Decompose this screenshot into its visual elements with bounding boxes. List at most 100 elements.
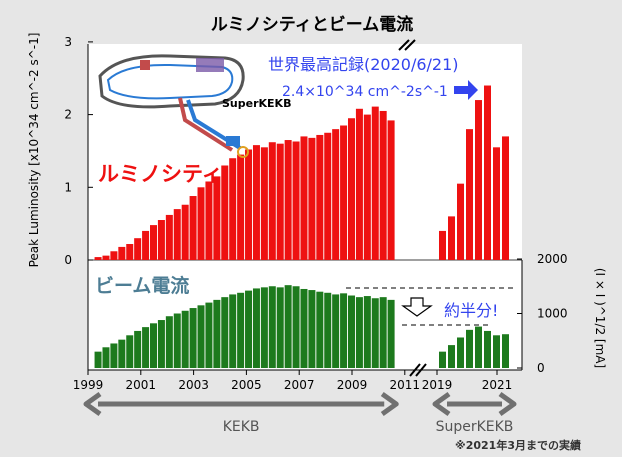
luminosity-bar-40 bbox=[457, 183, 464, 260]
luminosity-bar-9 bbox=[165, 214, 173, 260]
luminosity-bar-17 bbox=[229, 158, 237, 260]
current-bar-42 bbox=[475, 326, 482, 368]
luminosity-bar-7 bbox=[150, 225, 157, 260]
right-axis-title: (I × I )^1/2 [mA] bbox=[593, 268, 607, 368]
left-tick-label-0: 0 bbox=[64, 253, 72, 267]
luminosity-bar-8 bbox=[157, 220, 165, 260]
luminosity-bar-39 bbox=[448, 216, 455, 260]
luminosity-bar-23 bbox=[276, 143, 284, 260]
luminosity-bar-16 bbox=[221, 165, 229, 260]
luminosity-bar-21 bbox=[260, 147, 268, 260]
accelerator-illustration bbox=[98, 54, 249, 158]
x-tick-label-1: 2001 bbox=[126, 378, 157, 392]
luminosity-bar-25 bbox=[292, 141, 300, 260]
luminosity-series bbox=[94, 85, 509, 261]
axis-break-bottom bbox=[409, 363, 427, 377]
luminosity-bar-29 bbox=[324, 132, 332, 260]
current-bar-27 bbox=[308, 290, 316, 368]
luminosity-bar-41 bbox=[466, 129, 473, 260]
luminosity-bar-4 bbox=[126, 244, 134, 260]
range-arrow-superkekb: SuperKEKB bbox=[432, 391, 517, 435]
luminosity-bar-35 bbox=[371, 106, 379, 260]
luminosity-bar-19 bbox=[245, 149, 253, 260]
luminosity-bar-20 bbox=[252, 145, 260, 260]
range-arrow-kekb: KEKB bbox=[83, 391, 399, 435]
luminosity-bar-6 bbox=[142, 230, 150, 260]
current-bar-32 bbox=[348, 295, 355, 368]
current-bar-2 bbox=[110, 343, 118, 368]
period-ranges: KEKB SuperKEKB bbox=[83, 391, 517, 435]
right-tick-label-2: 2000 bbox=[537, 252, 568, 266]
current-bar-23 bbox=[276, 287, 284, 368]
left-axis-title: Peak Luminosity [x10^34 cm^-2 s^-1] bbox=[27, 33, 41, 268]
current-bar-40 bbox=[457, 337, 464, 368]
range-label-1: SuperKEKB bbox=[436, 419, 514, 435]
luminosity-bar-18 bbox=[237, 154, 245, 260]
luminosity-bar-10 bbox=[173, 209, 181, 260]
down-arrow-icon bbox=[401, 297, 433, 317]
x-tick-label-0: 1999 bbox=[73, 378, 104, 392]
current-series bbox=[94, 285, 509, 368]
current-bar-29 bbox=[324, 292, 332, 368]
current-bar-18 bbox=[237, 292, 245, 368]
current-bar-24 bbox=[284, 285, 292, 368]
luminosity-bar-42 bbox=[475, 100, 482, 260]
x-tick-label-6: 2011 bbox=[390, 378, 421, 392]
luminosity-bar-38 bbox=[439, 230, 446, 260]
right-tick-labels: 0 1000 2000 bbox=[517, 252, 568, 375]
luminosity-bar-43 bbox=[484, 85, 491, 261]
current-bar-26 bbox=[300, 288, 308, 368]
left-tick-labels: 0 1 2 3 bbox=[64, 35, 93, 267]
current-bar-15 bbox=[213, 299, 221, 368]
current-bar-13 bbox=[197, 305, 205, 368]
current-bar-4 bbox=[126, 335, 134, 368]
current-bar-28 bbox=[316, 291, 324, 368]
current-bar-10 bbox=[173, 313, 181, 368]
luminosity-bar-15 bbox=[213, 176, 221, 260]
axis-break-top bbox=[398, 39, 416, 51]
current-bar-25 bbox=[292, 286, 300, 368]
luminosity-bar-12 bbox=[189, 196, 197, 260]
half-note: 約半分! bbox=[444, 301, 498, 320]
current-bar-11 bbox=[181, 310, 189, 368]
current-bar-37 bbox=[387, 299, 395, 368]
x-tick-label-8: 2021 bbox=[482, 378, 513, 392]
current-bar-45 bbox=[502, 334, 509, 368]
superkekb-illustration-label: SuperKEKB bbox=[222, 97, 291, 110]
luminosity-bar-27 bbox=[308, 137, 316, 260]
current-bar-12 bbox=[189, 308, 197, 368]
current-bar-43 bbox=[484, 330, 491, 368]
chart-title: ルミノシティとビーム電流 bbox=[211, 14, 413, 35]
footnote: ※2021年3月までの実績 bbox=[455, 438, 581, 452]
x-tick-label-2: 2003 bbox=[178, 378, 209, 392]
current-bar-3 bbox=[118, 339, 126, 368]
range-label-0: KEKB bbox=[223, 419, 260, 435]
current-bar-39 bbox=[448, 345, 455, 368]
luminosity-series-label: ルミノシティ bbox=[98, 162, 223, 186]
current-bar-34 bbox=[363, 296, 371, 368]
current-bar-33 bbox=[355, 297, 363, 368]
current-bar-21 bbox=[260, 287, 268, 368]
current-bar-44 bbox=[493, 335, 500, 368]
x-tick-label-4: 2007 bbox=[284, 378, 315, 392]
luminosity-bar-1 bbox=[102, 255, 110, 260]
luminosity-bar-13 bbox=[197, 187, 205, 260]
left-tick-label-3: 3 bbox=[64, 35, 72, 49]
record-value: 2.4×10^34 cm^-2s^-1 bbox=[282, 84, 448, 100]
luminosity-bar-24 bbox=[284, 140, 292, 260]
luminosity-bar-22 bbox=[268, 142, 276, 260]
current-bar-7 bbox=[150, 323, 157, 368]
luminosity-bar-44 bbox=[493, 147, 500, 260]
luminosity-bar-37 bbox=[387, 120, 395, 260]
luminosity-bar-45 bbox=[502, 136, 509, 260]
record-title: 世界最高記録(2020/6/21) bbox=[268, 55, 459, 74]
x-tick-label-7: 2019 bbox=[422, 378, 453, 392]
current-bar-31 bbox=[340, 293, 348, 368]
luminosity-bar-14 bbox=[205, 181, 213, 260]
luminosity-bar-5 bbox=[134, 238, 142, 260]
luminosity-bar-31 bbox=[340, 125, 348, 260]
luminosity-bar-34 bbox=[363, 114, 371, 260]
x-tick-labels: 1999 2001 2003 2005 2007 2009 2011 2019 2021 bbox=[73, 370, 513, 392]
left-tick-label-2: 2 bbox=[64, 108, 72, 122]
